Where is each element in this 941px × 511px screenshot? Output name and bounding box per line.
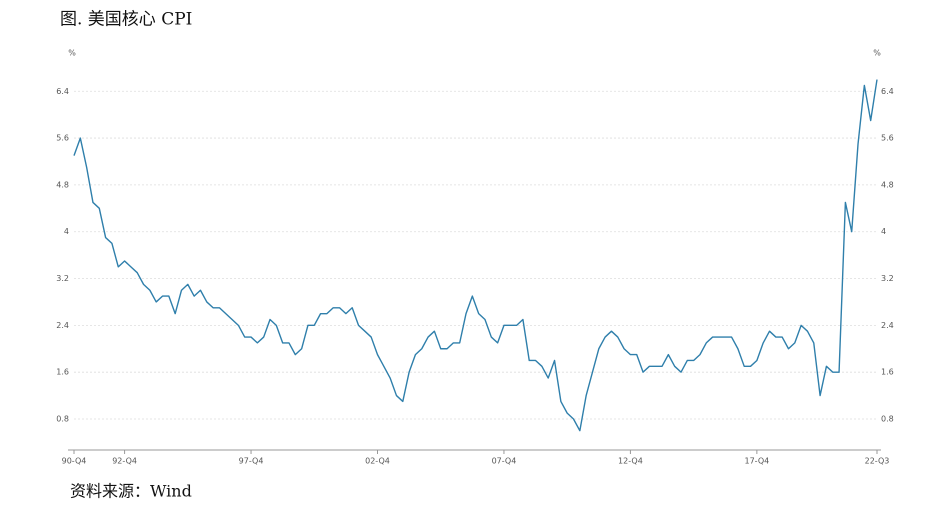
y2-tick-label: 5.6 <box>881 134 894 143</box>
y-tick-label: 2.4 <box>56 321 69 330</box>
y-tick-label: 4.8 <box>56 180 69 189</box>
y-tick-label: 5.6 <box>56 134 69 143</box>
y2-tick-label: 0.8 <box>881 414 894 423</box>
y2-tick-label: 4 <box>881 227 886 236</box>
x-tick-label: 22-Q3 <box>865 457 890 466</box>
y-tick-label: 4 <box>64 227 69 236</box>
y2-tick-label: 3.2 <box>881 274 894 283</box>
y-tick-label: 6.4 <box>56 87 69 96</box>
y-tick-label: 1.6 <box>56 368 69 377</box>
chart-title: 图. 美国核心 CPI <box>60 10 192 30</box>
x-tick-label: 92-Q4 <box>112 457 137 466</box>
data-line <box>73 79 878 432</box>
y-tick-label: 0.8 <box>56 414 69 423</box>
y2-tick-label: 2.4 <box>881 321 894 330</box>
x-tick-label: 90-Q4 <box>62 457 87 466</box>
y2-tick-label: 4.8 <box>881 180 894 189</box>
x-tick-label: 02-Q4 <box>365 457 390 466</box>
x-tick-label: 97-Q4 <box>239 457 264 466</box>
source-note: 资料来源：Wind <box>70 482 192 501</box>
y2-tick-label: 1.6 <box>881 368 894 377</box>
y-unit: % <box>68 49 76 58</box>
y2-unit: % <box>873 49 881 58</box>
x-tick-label: 17-Q4 <box>744 457 769 466</box>
x-tick-label: 12-Q4 <box>618 457 643 466</box>
y-tick-label: 3.2 <box>56 274 69 283</box>
y2-tick-label: 6.4 <box>881 87 894 96</box>
x-tick-label: 07-Q4 <box>492 457 517 466</box>
